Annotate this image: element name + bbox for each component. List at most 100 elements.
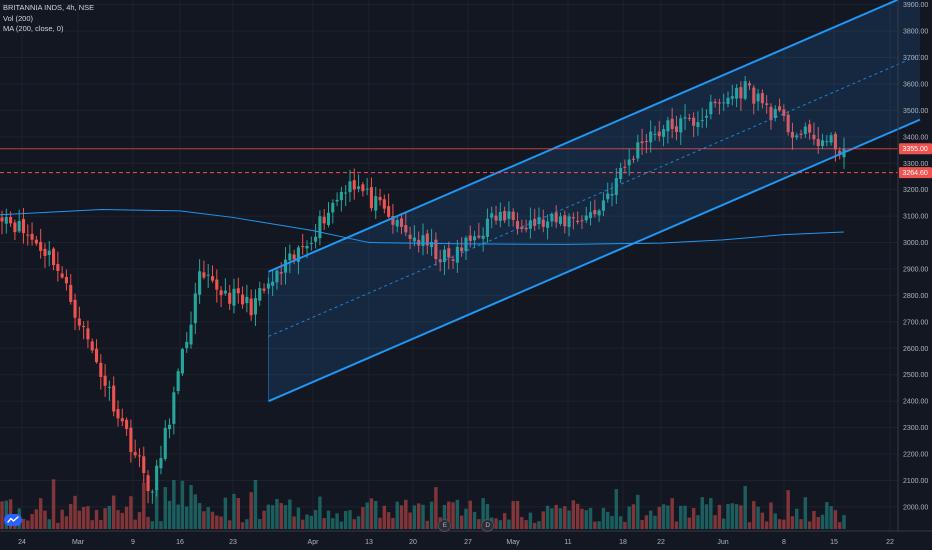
candle-body[interactable]	[47, 250, 51, 256]
candle-body[interactable]	[223, 290, 227, 294]
candle-body[interactable]	[687, 117, 691, 119]
candle-body[interactable]	[588, 212, 593, 218]
time-axis[interactable]: 24 Mar 9 16 23 Apr 13 20 27 May 11 18 22 Jun 8 15 22	[18, 539, 894, 546]
ma-line[interactable]	[0, 209, 845, 245]
channel-upper-line[interactable]	[268, 0, 920, 273]
candle-body[interactable]	[107, 386, 111, 388]
candle-body[interactable]	[820, 140, 825, 146]
candle-body[interactable]	[387, 206, 391, 217]
candle-body[interactable]	[86, 328, 90, 340]
candle-body[interactable]	[558, 216, 563, 224]
candle-body[interactable]	[812, 134, 816, 140]
candle-body[interactable]	[34, 239, 38, 244]
candle-body[interactable]	[318, 216, 322, 239]
candle-body[interactable]	[4, 216, 8, 224]
candle-body[interactable]	[477, 235, 481, 238]
candle-body[interactable]	[541, 219, 545, 227]
candle-body[interactable]	[417, 239, 421, 246]
candle-body[interactable]	[657, 131, 661, 137]
dividend-event-marker[interactable]: D	[481, 519, 495, 532]
candle-body[interactable]	[601, 200, 605, 211]
candle-body[interactable]	[640, 141, 644, 144]
candle-body[interactable]	[803, 126, 807, 135]
candle-body[interactable]	[245, 296, 249, 304]
candle-body[interactable]	[666, 120, 670, 132]
candle-body[interactable]	[198, 271, 202, 295]
candle-body[interactable]	[662, 129, 666, 137]
candle-body[interactable]	[743, 81, 747, 99]
candle-body[interactable]	[292, 254, 296, 260]
candle-body[interactable]	[584, 215, 588, 221]
candle-body[interactable]	[636, 142, 640, 159]
price-axis[interactable]: 2000.00 2100.00 2200.00 2300.00 2400.00 2500.…	[903, 2, 928, 511]
legend-symbol[interactable]: BRITANNIA INDS, 4h, NSE	[3, 3, 95, 12]
candle-body[interactable]	[739, 87, 743, 99]
candle-body[interactable]	[361, 184, 365, 192]
candle-body[interactable]	[713, 101, 717, 104]
candle-body[interactable]	[494, 215, 498, 221]
candle-body[interactable]	[26, 234, 30, 236]
candle-body[interactable]	[511, 211, 515, 220]
candle-body[interactable]	[550, 214, 554, 222]
candle-body[interactable]	[816, 138, 820, 146]
candle-body[interactable]	[485, 218, 489, 237]
candle-body[interactable]	[30, 233, 34, 240]
candle-body[interactable]	[554, 212, 558, 223]
candle-body[interactable]	[309, 242, 313, 244]
candle-body[interactable]	[576, 220, 580, 223]
candle-body[interactable]	[425, 233, 429, 246]
candle-body[interactable]	[722, 102, 726, 104]
candle-body[interactable]	[580, 220, 584, 222]
candle-body[interactable]	[232, 288, 236, 306]
candle-body[interactable]	[610, 194, 614, 196]
candle-body[interactable]	[176, 371, 180, 392]
candle-body[interactable]	[374, 196, 378, 211]
candle-body[interactable]	[696, 122, 700, 128]
candle-body[interactable]	[404, 225, 408, 233]
candle-body[interactable]	[692, 117, 696, 126]
candle-body[interactable]	[619, 167, 623, 180]
candle-body[interactable]	[515, 221, 520, 229]
candle-body[interactable]	[228, 292, 232, 304]
candle-body[interactable]	[644, 140, 648, 142]
candle-body[interactable]	[283, 259, 288, 273]
candle-body[interactable]	[103, 375, 107, 386]
candle-body[interactable]	[365, 188, 369, 190]
candle-body[interactable]	[683, 117, 687, 119]
candle-body[interactable]	[167, 424, 172, 430]
legend-volume[interactable]: Vol (200)	[3, 13, 34, 23]
candle-body[interactable]	[155, 465, 159, 491]
candle-body[interactable]	[438, 259, 442, 262]
candle-body[interactable]	[146, 475, 150, 492]
candle-body[interactable]	[408, 234, 412, 239]
candle-body[interactable]	[730, 96, 734, 99]
candle-body[interactable]	[17, 220, 21, 232]
candle-body[interactable]	[649, 131, 653, 143]
candle-body[interactable]	[206, 274, 210, 276]
regression-channel[interactable]	[268, 0, 921, 403]
candle-body[interactable]	[357, 186, 361, 189]
candle-body[interactable]	[288, 253, 292, 261]
candle-body[interactable]	[60, 273, 64, 278]
candle-body[interactable]	[808, 124, 812, 133]
candle-body[interactable]	[296, 247, 300, 262]
candle-body[interactable]	[679, 118, 683, 133]
candle-body[interactable]	[524, 227, 528, 230]
candle-body[interactable]	[116, 409, 120, 419]
channel-mid-line[interactable]	[268, 54, 921, 337]
candle-body[interactable]	[773, 108, 777, 119]
candle-body[interactable]	[236, 288, 240, 294]
candle-body[interactable]	[778, 106, 782, 111]
candle-body[interactable]	[185, 341, 189, 349]
candle-body[interactable]	[473, 236, 477, 241]
candle-body[interactable]	[249, 298, 253, 316]
candle-body[interactable]	[0, 217, 4, 222]
candle-body[interactable]	[322, 216, 326, 224]
candle-body[interactable]	[348, 181, 352, 193]
candle-body[interactable]	[769, 106, 773, 121]
candle-body[interactable]	[262, 288, 266, 291]
candle-body[interactable]	[137, 455, 142, 457]
candle-body[interactable]	[56, 264, 60, 271]
candle-body[interactable]	[434, 239, 438, 259]
